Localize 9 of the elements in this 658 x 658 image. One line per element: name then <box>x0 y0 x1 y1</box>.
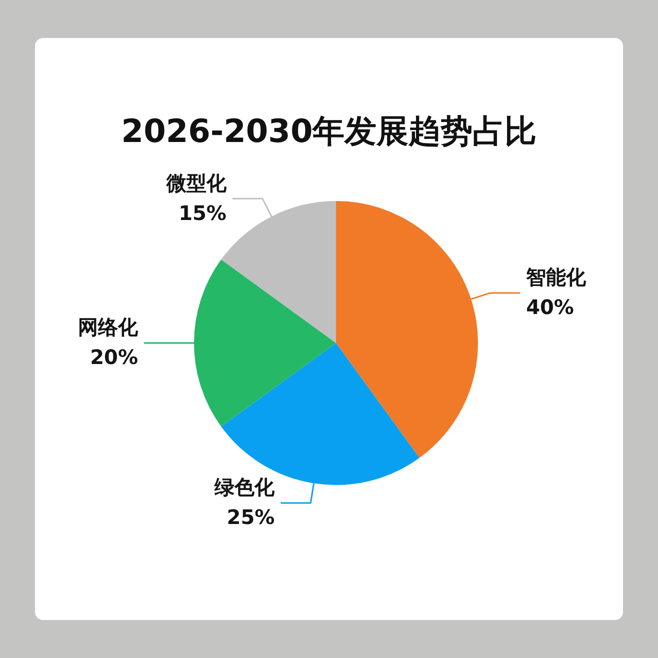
data-label: 40% <box>526 295 574 320</box>
slice-label: 网络化 <box>78 315 139 340</box>
slice-label: 智能化 <box>525 265 588 290</box>
data-label: 20% <box>90 345 138 370</box>
data-label: 15% <box>178 200 226 225</box>
slice-label: 微型化 <box>165 170 228 195</box>
data-label: 25% <box>226 505 275 530</box>
chart-title: 2026-2030年发展趋势占比 <box>120 112 538 150</box>
slice-label: 绿色化 <box>214 475 276 500</box>
